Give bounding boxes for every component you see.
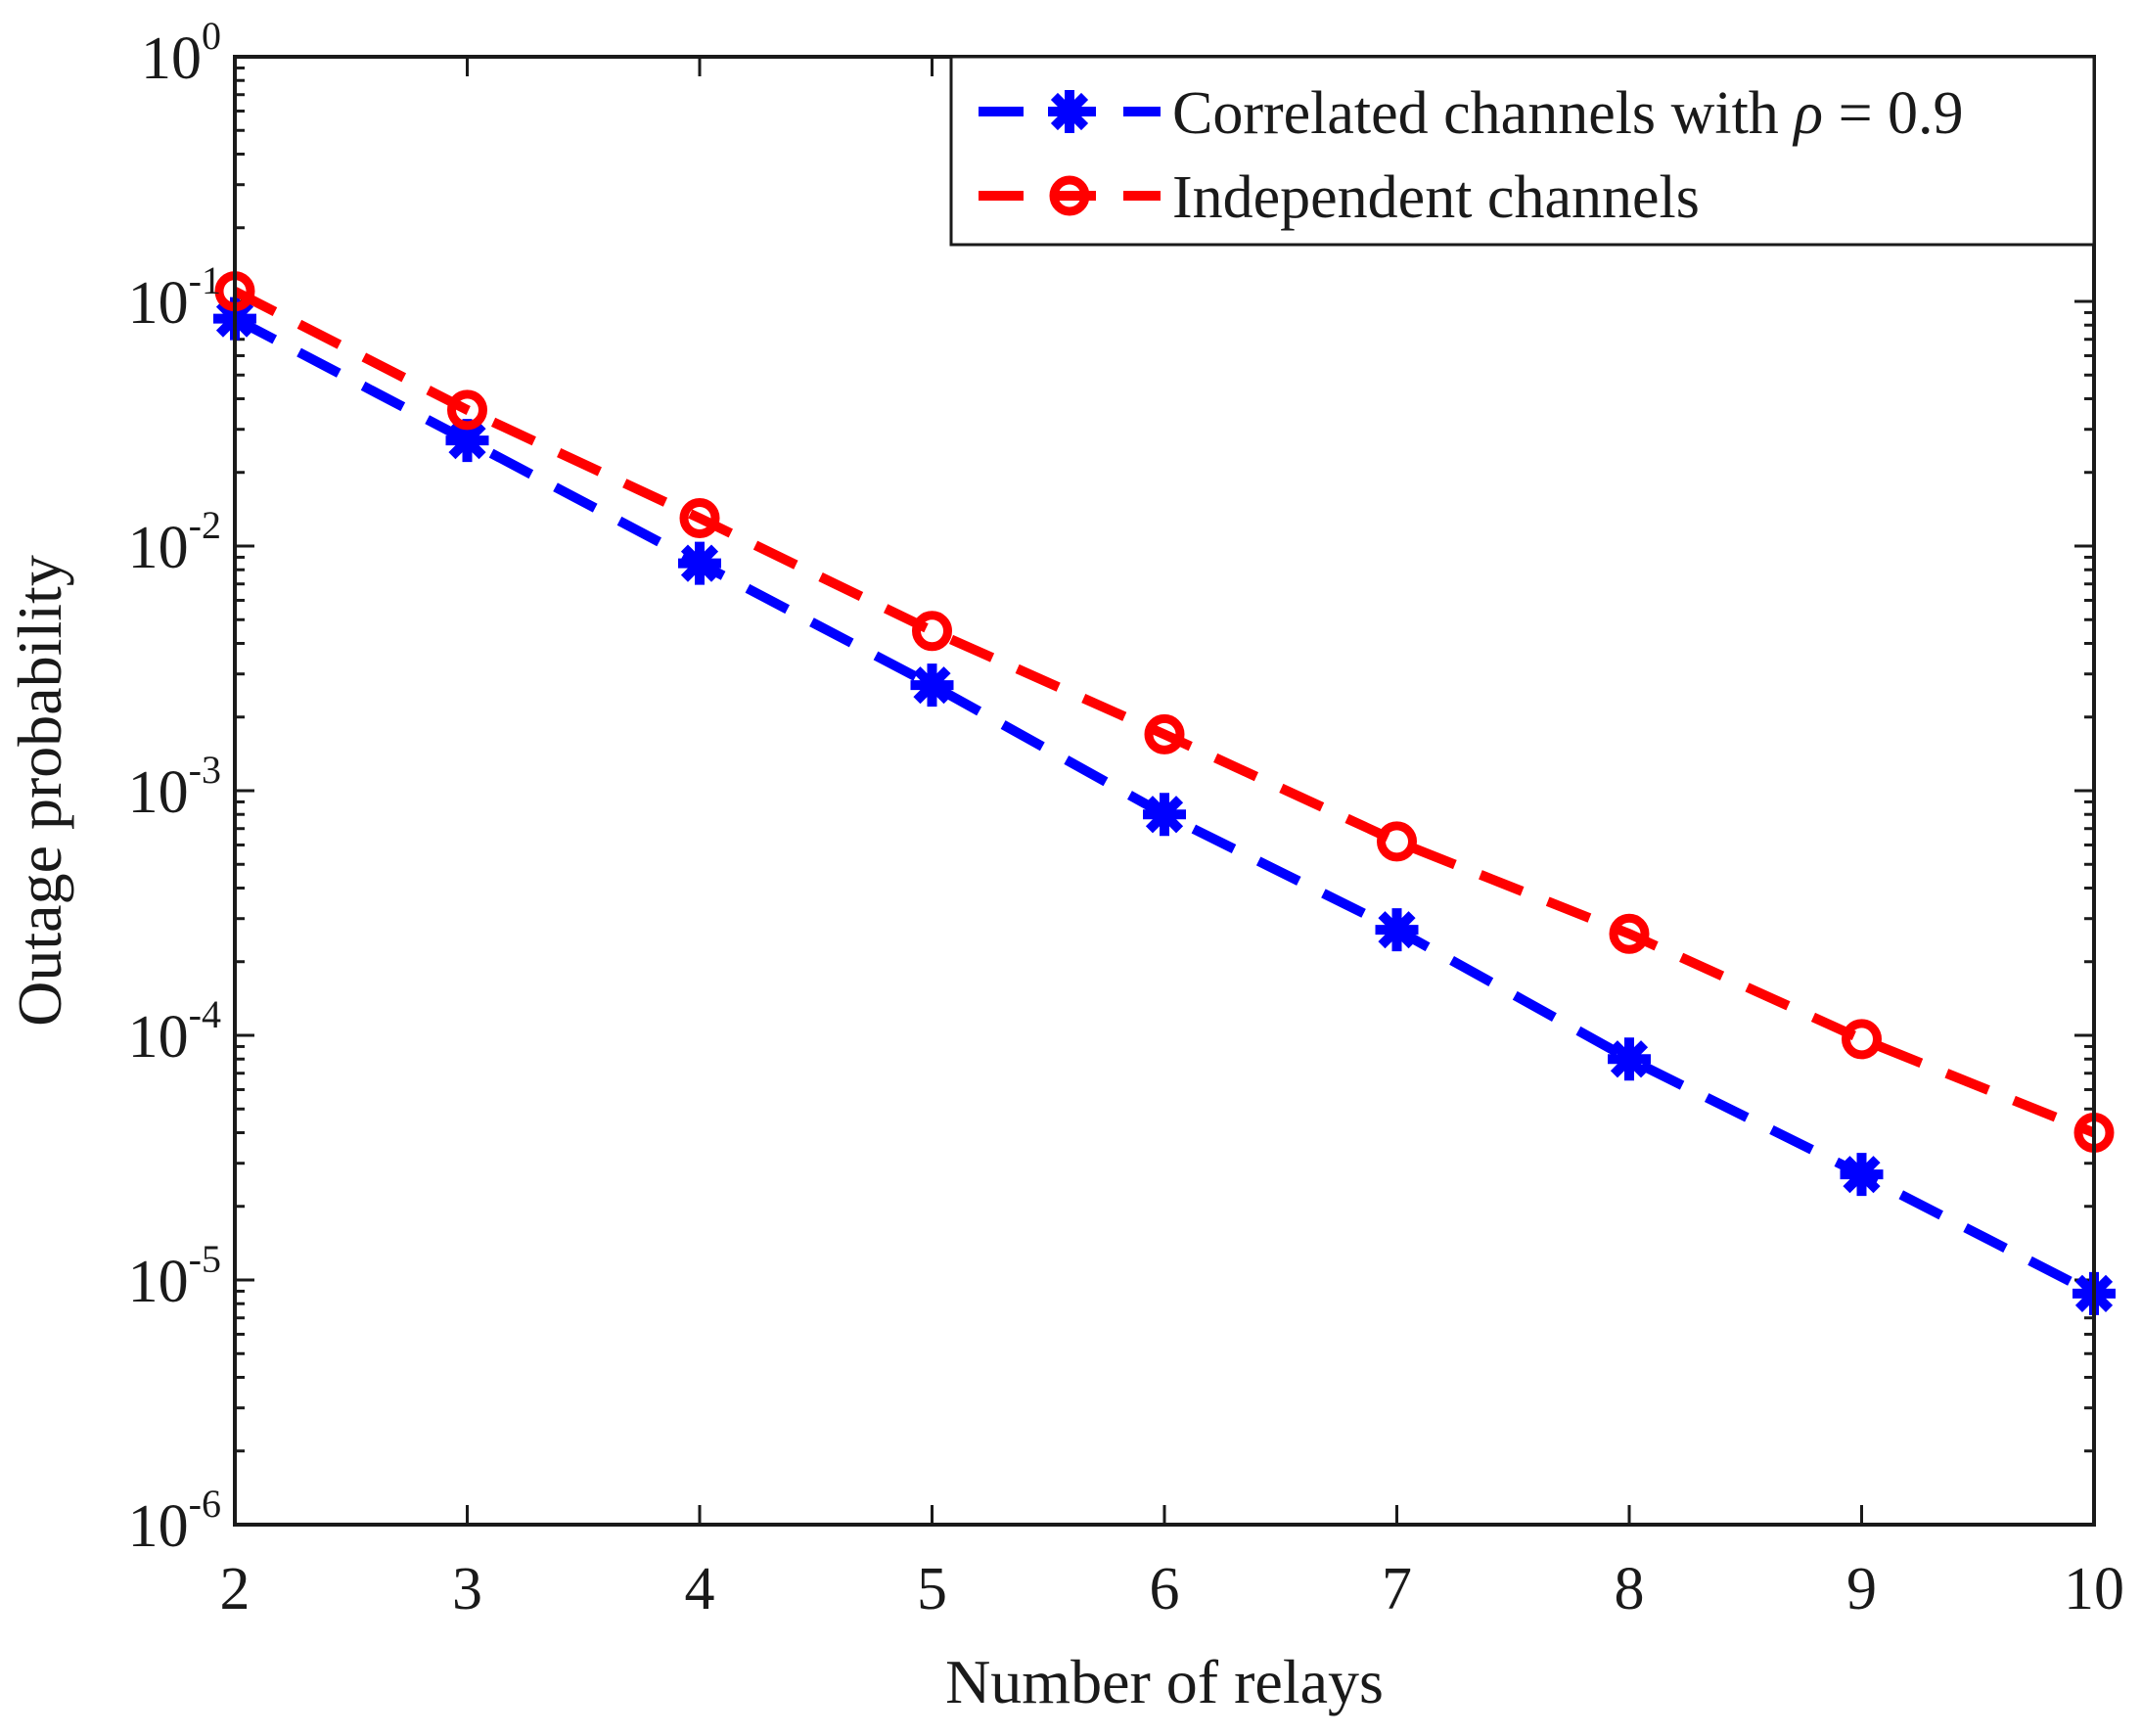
y-tick-base: 10 — [128, 759, 189, 826]
x-tick-label: 2 — [220, 1556, 251, 1622]
data-point — [678, 541, 721, 585]
data-point — [1609, 913, 1650, 954]
y-axis-label: Outage probability — [5, 555, 74, 1027]
marker-stroke — [1843, 1156, 1881, 1194]
data-point — [1842, 1019, 1882, 1060]
x-tick-label: 8 — [1615, 1556, 1645, 1622]
legend-label-text: Correlated channels with — [1172, 80, 1794, 147]
series-correlated — [213, 297, 2116, 1315]
legend-label: Independent channels — [1172, 164, 1700, 231]
y-tick-exponent: -1 — [189, 258, 221, 302]
y-tick-base: 10 — [128, 1004, 189, 1071]
marker-stroke — [1610, 1040, 1649, 1078]
data-point — [1143, 793, 1186, 837]
data-point — [1608, 1037, 1651, 1081]
data-point — [910, 663, 954, 708]
x-tick-label: 6 — [1150, 1556, 1180, 1622]
legend-box — [949, 55, 2096, 247]
legend-label-text: Independent channels — [1172, 164, 1700, 231]
y-tick-base: 10 — [128, 270, 189, 337]
y-tick-base: 10 — [128, 1493, 189, 1560]
y-tick-exponent: -6 — [189, 1482, 221, 1526]
x-tick-labels: 2 3 4 5 6 7 8 9 10 — [220, 1556, 2125, 1622]
x-axis-label: Number of relays — [945, 1647, 1384, 1716]
legend-label: Correlated channels with ρ = 0.9 — [1172, 80, 1964, 147]
y-tick-label: 10-6 — [128, 1482, 221, 1560]
y-tick-base: 10 — [128, 515, 189, 581]
series-layer — [213, 271, 2116, 1315]
y-tick-label: 10-5 — [128, 1237, 221, 1315]
legend-marker — [1048, 90, 1091, 133]
y-tick-base: 10 — [128, 1249, 189, 1315]
y-tick-exponent: -2 — [189, 503, 221, 547]
y-tick-base: 10 — [141, 25, 202, 92]
marker-stroke — [1378, 911, 1416, 949]
y-tick-exponent: -3 — [189, 748, 221, 792]
data-point — [1375, 908, 1419, 952]
marker-stroke — [1050, 92, 1089, 131]
y-tick-label: 10-1 — [128, 258, 221, 337]
series-independent — [214, 271, 2115, 1153]
y-tick-label: 10-2 — [128, 503, 221, 581]
x-tick-label: 3 — [452, 1556, 482, 1622]
marker-stroke — [1145, 796, 1184, 834]
marker-stroke — [448, 422, 486, 460]
x-tick-label: 10 — [2064, 1556, 2124, 1622]
legend-entry: Correlated channels with ρ = 0.9 — [979, 80, 1964, 147]
legend-label-symbol: ρ — [1792, 80, 1823, 147]
series-line — [232, 287, 2096, 1138]
marker-stroke — [680, 544, 719, 582]
legend-marker — [1049, 175, 1090, 216]
y-tick-label: 100 — [141, 14, 221, 92]
y-tick-exponent: 0 — [202, 14, 221, 58]
marker-stroke — [913, 666, 951, 705]
x-tick-label: 5 — [917, 1556, 947, 1622]
data-point — [912, 611, 952, 652]
data-point — [679, 498, 720, 539]
x-tick-label: 9 — [1846, 1556, 1877, 1622]
data-point — [1377, 821, 1417, 862]
data-point — [447, 389, 487, 431]
y-tick-label: 10-3 — [128, 748, 221, 826]
y-tick-exponent: -5 — [189, 1237, 221, 1281]
legend: Correlated channels with ρ = 0.9 Independ… — [949, 55, 2096, 247]
data-point — [1840, 1153, 1884, 1197]
y-tick-exponent: -4 — [189, 992, 221, 1036]
data-point — [1144, 713, 1185, 754]
y-tick-label: 10-4 — [128, 992, 221, 1071]
x-tick-label: 7 — [1382, 1556, 1412, 1622]
x-tick-label: 4 — [685, 1556, 715, 1622]
legend-entry: Independent channels — [979, 164, 1700, 231]
legend-entries: Correlated channels with ρ = 0.9 Independ… — [979, 80, 1964, 231]
legend-label-suffix: = 0.9 — [1823, 80, 1963, 147]
